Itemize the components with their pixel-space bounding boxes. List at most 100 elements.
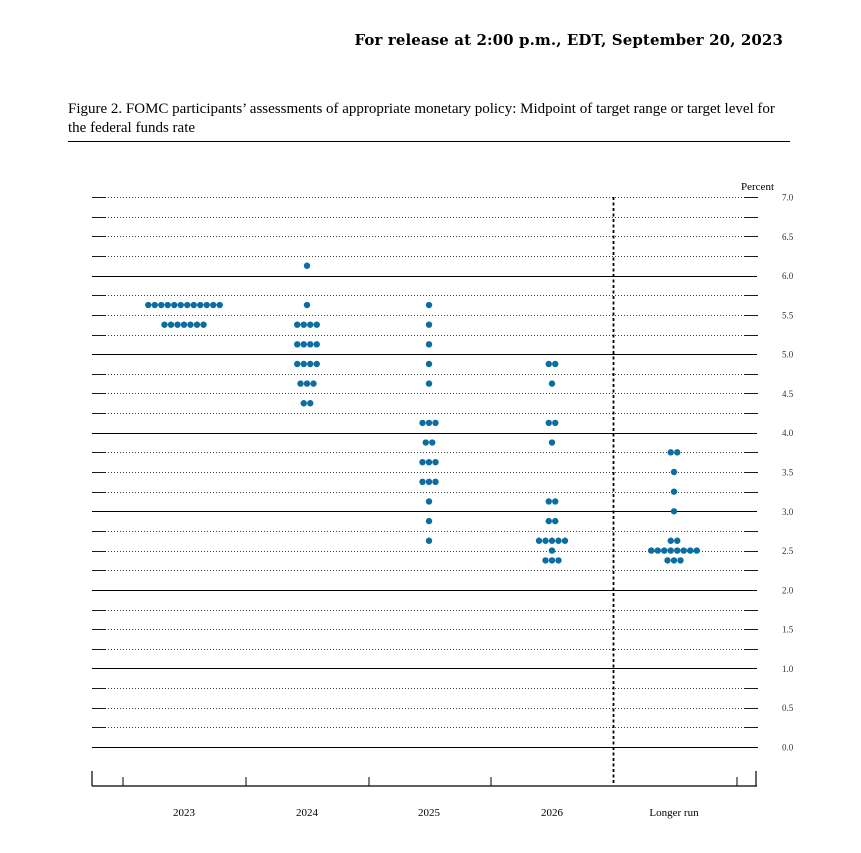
participant-dot	[425, 341, 433, 348]
participant-dot	[151, 301, 158, 309]
participant-dot	[654, 547, 661, 554]
participant-dot	[552, 517, 559, 525]
participant-dot	[294, 360, 301, 368]
participant-dot	[307, 360, 314, 368]
y-tick-label: 2.5	[782, 546, 794, 556]
gridlines	[92, 197, 758, 748]
participant-dot	[667, 449, 674, 456]
participant-dot	[552, 360, 559, 368]
participant-dot	[667, 537, 674, 544]
participant-dot	[297, 380, 304, 387]
participant-dot	[425, 321, 433, 328]
x-tick-label: 2025	[418, 807, 441, 819]
participant-dot	[674, 537, 681, 544]
participant-dot	[422, 439, 429, 446]
participant-dot	[664, 557, 671, 564]
participant-dot	[164, 301, 171, 309]
participant-dot	[555, 557, 562, 564]
participant-dot	[300, 360, 307, 368]
x-tick-label: 2023	[173, 807, 196, 819]
participant-dot	[145, 301, 152, 309]
participant-dot	[203, 301, 210, 309]
participant-dot	[184, 301, 191, 309]
participant-dot	[545, 517, 552, 525]
figure-title: Figure 2. FOMC participants’ assessments…	[68, 101, 775, 136]
y-tick-label: 1.0	[782, 664, 794, 674]
participant-dot	[677, 557, 684, 564]
dots-layer	[145, 262, 700, 564]
participant-dot	[425, 419, 433, 427]
x-tick-label: 2024	[296, 807, 319, 819]
participant-dot	[300, 341, 307, 348]
y-tick-label: 7.0	[782, 193, 794, 203]
participant-dot	[674, 547, 681, 554]
participant-dot	[425, 380, 433, 387]
y-tick-label: 6.0	[782, 271, 794, 281]
participant-dot	[197, 301, 204, 309]
participant-dot	[190, 301, 197, 309]
participant-dot	[303, 301, 311, 309]
participant-dot	[693, 547, 700, 554]
participant-dot	[425, 478, 433, 486]
participant-dot	[313, 360, 320, 368]
participant-dot	[670, 508, 678, 515]
participant-dot	[548, 439, 556, 446]
participant-dot	[561, 537, 569, 544]
participant-dot	[419, 419, 426, 427]
participant-dot	[545, 419, 552, 427]
participant-dot	[542, 557, 549, 564]
y-tick-label: 3.5	[782, 468, 794, 478]
participant-dot	[545, 360, 552, 368]
participant-dot	[674, 449, 681, 456]
participant-dot	[648, 547, 655, 554]
participant-dot	[667, 547, 674, 554]
participant-dot	[210, 301, 217, 309]
participant-dot	[419, 478, 426, 486]
participant-dot	[552, 419, 559, 427]
participant-dot	[174, 321, 181, 328]
participant-dot	[548, 537, 556, 544]
participant-dot	[425, 537, 433, 544]
participant-dot	[171, 301, 178, 309]
participant-dot	[177, 301, 184, 309]
participant-dot	[432, 419, 439, 427]
participant-dot	[310, 380, 317, 387]
y-tick-label: 5.5	[782, 310, 794, 320]
participant-dot	[300, 321, 307, 328]
participant-dot	[670, 468, 678, 476]
participant-dot	[535, 537, 543, 544]
participant-dot	[300, 400, 307, 407]
participant-dot	[680, 547, 687, 554]
participant-dot	[548, 557, 556, 564]
participant-dot	[307, 321, 314, 328]
participant-dot	[555, 537, 562, 544]
release-notice: For release at 2:00 p.m., EDT, September…	[354, 31, 783, 49]
participant-dot	[307, 341, 314, 348]
participant-dot	[661, 547, 668, 554]
y-tick-label: 0.5	[782, 703, 794, 713]
participant-dot	[303, 380, 311, 387]
participant-dot	[187, 321, 194, 328]
participant-dot	[303, 262, 311, 269]
participant-dot	[161, 321, 168, 328]
y-tick-label: 6.5	[782, 232, 794, 242]
participant-dot	[294, 321, 301, 328]
y-tick-label: 1.5	[782, 625, 794, 635]
y-tick-label: 4.0	[782, 428, 794, 438]
y-tick-label: 2.0	[782, 585, 794, 595]
participant-dot	[670, 488, 678, 495]
participant-dot	[552, 498, 559, 505]
participant-dot	[432, 478, 439, 486]
x-tick-label: 2026	[541, 807, 564, 819]
participant-dot	[216, 301, 223, 309]
participant-dot	[429, 439, 436, 446]
participant-dot	[193, 321, 201, 328]
participant-dot	[545, 498, 552, 505]
x-axis	[91, 771, 757, 787]
x-tick-label: Longer run	[649, 807, 699, 819]
participant-dot	[425, 458, 433, 466]
participant-dot	[687, 547, 694, 554]
participant-dot	[313, 341, 320, 348]
participant-dot	[548, 380, 556, 387]
